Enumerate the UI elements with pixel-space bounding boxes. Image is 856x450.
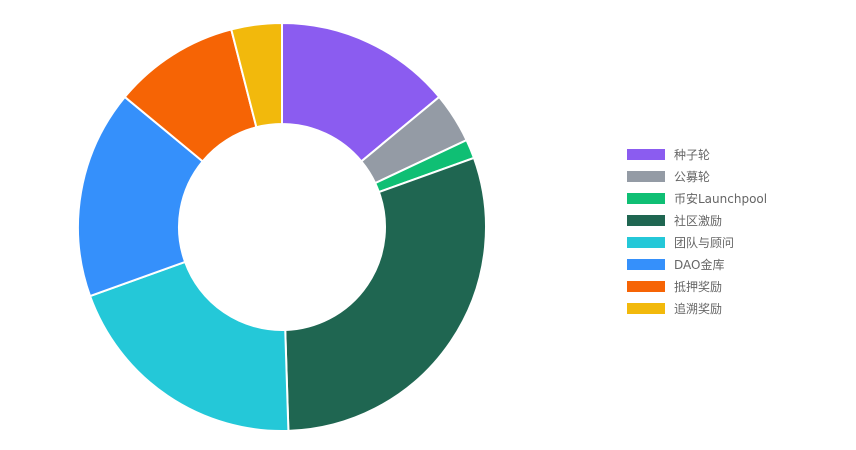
slice-4[interactable] xyxy=(88,260,290,432)
legend: 种子轮公募轮币安Launchpool 社区激励团队与顾问 DAO金库抵押奖励追溯奖励 xyxy=(627,143,767,319)
legend-item[interactable]: 抵押奖励 xyxy=(627,275,767,297)
legend-item[interactable]: 公募轮 xyxy=(627,165,767,187)
legend-label: 社区激励 xyxy=(674,213,723,228)
legend-label: DAO金库 xyxy=(674,257,725,272)
slice-0[interactable] xyxy=(281,21,441,163)
legend-item[interactable]: 种子轮 xyxy=(627,143,767,165)
slice-7[interactable] xyxy=(230,21,283,129)
legend-item[interactable]: 追溯奖励 xyxy=(627,297,767,319)
legend-label: 追溯奖励 xyxy=(674,301,723,316)
legend-item[interactable]: 币安Launchpool xyxy=(627,187,767,209)
legend-swatch xyxy=(627,214,665,226)
legend-label: 币安Launchpool xyxy=(674,191,768,206)
legend-swatch xyxy=(627,170,665,182)
legend-swatch xyxy=(627,258,665,270)
legend-label: 种子轮 xyxy=(674,147,711,162)
legend-label: 抵押奖励 xyxy=(674,279,723,294)
legend-swatch xyxy=(627,192,665,204)
legend-item[interactable]: 团队与顾问 xyxy=(627,231,767,253)
slice-5[interactable] xyxy=(77,95,205,298)
legend-swatch xyxy=(627,302,665,314)
legend-label: 团队与顾问 xyxy=(674,235,735,250)
legend-item[interactable]: 社区激励 xyxy=(627,209,767,231)
legend-label: 公募轮 xyxy=(674,169,711,184)
legend-item[interactable]: DAO金库 xyxy=(627,253,767,275)
legend-swatch xyxy=(627,236,665,248)
slice-3[interactable] xyxy=(284,156,487,432)
legend-swatch xyxy=(627,148,665,160)
legend-swatch xyxy=(627,280,665,292)
